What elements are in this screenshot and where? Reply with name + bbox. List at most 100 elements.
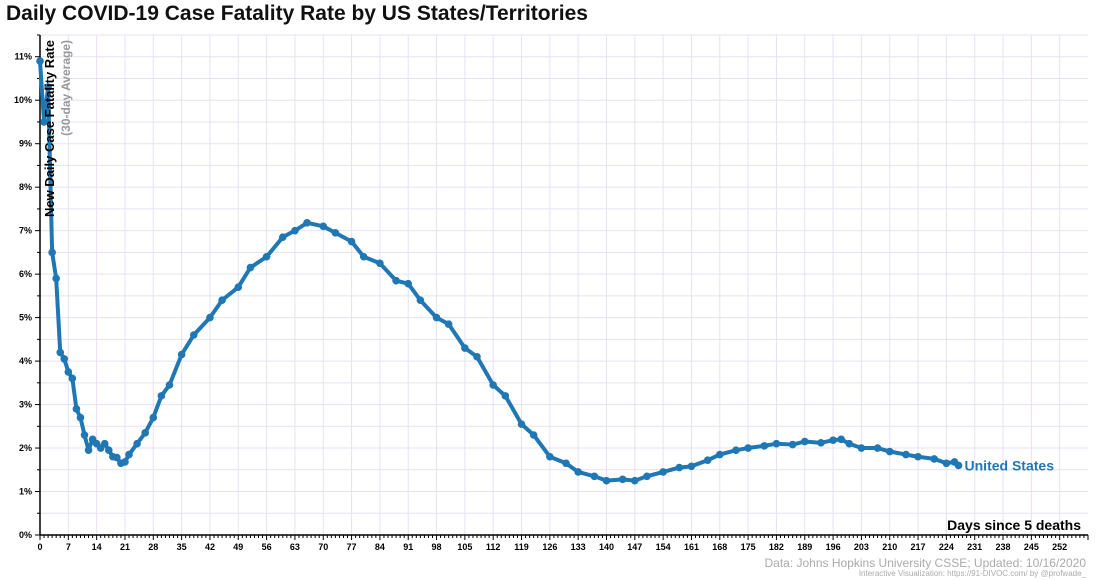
data-point[interactable] xyxy=(347,237,356,246)
x-tick-label: 126 xyxy=(542,542,557,552)
x-tick-label: 42 xyxy=(205,542,215,552)
x-tick-label: 84 xyxy=(375,542,385,552)
data-point[interactable] xyxy=(914,452,922,461)
y-tick-label: 5% xyxy=(19,313,32,323)
x-tick-label: 35 xyxy=(177,542,187,552)
data-point[interactable] xyxy=(744,444,752,452)
data-point[interactable] xyxy=(845,439,854,448)
data-point[interactable] xyxy=(432,313,441,322)
data-point[interactable] xyxy=(760,442,769,450)
data-point[interactable] xyxy=(715,450,724,459)
data-point[interactable] xyxy=(546,452,554,461)
data-point[interactable] xyxy=(40,118,48,126)
y-tick-label: 11% xyxy=(14,52,32,62)
data-point[interactable] xyxy=(404,279,413,288)
data-point[interactable] xyxy=(687,462,696,471)
data-point[interactable] xyxy=(121,458,129,466)
data-point[interactable] xyxy=(291,226,299,235)
data-point[interactable] xyxy=(177,350,186,359)
data-point[interactable] xyxy=(643,472,651,481)
data-point[interactable] xyxy=(703,456,712,465)
data-point[interactable] xyxy=(529,431,538,439)
data-point[interactable] xyxy=(100,439,109,448)
data-point[interactable] xyxy=(262,252,271,261)
data-point[interactable] xyxy=(206,313,214,322)
data-point[interactable] xyxy=(732,446,740,455)
data-point[interactable] xyxy=(930,455,939,463)
data-point[interactable] xyxy=(141,429,150,437)
data-point[interactable] xyxy=(331,229,340,237)
y-tick-label: 7% xyxy=(19,226,32,236)
data-point[interactable] xyxy=(562,459,570,468)
x-tick-label: 105 xyxy=(457,542,472,552)
data-point[interactable] xyxy=(149,413,158,422)
data-point[interactable] xyxy=(113,453,121,462)
data-point[interactable] xyxy=(473,352,481,361)
data-point[interactable] xyxy=(618,475,627,484)
data-point[interactable] xyxy=(76,413,85,422)
x-tick-label: 63 xyxy=(290,542,300,552)
data-point[interactable] xyxy=(392,276,400,285)
data-point[interactable] xyxy=(659,468,667,476)
data-point[interactable] xyxy=(800,437,809,446)
data-point[interactable] xyxy=(246,263,255,272)
series-label[interactable]: United States xyxy=(965,457,1055,473)
series-line[interactable] xyxy=(38,59,961,483)
data-point[interactable] xyxy=(590,472,599,481)
data-point[interactable] xyxy=(444,320,453,328)
data-point[interactable] xyxy=(218,296,226,305)
data-point[interactable] xyxy=(359,252,368,261)
data-point[interactable] xyxy=(84,446,93,455)
data-point[interactable] xyxy=(125,450,133,459)
data-point[interactable] xyxy=(501,392,510,400)
data-point[interactable] xyxy=(72,405,81,413)
data-point[interactable] xyxy=(104,446,113,455)
data-point[interactable] xyxy=(80,431,89,439)
data-point[interactable] xyxy=(319,222,328,231)
data-point[interactable] xyxy=(942,459,951,468)
data-point[interactable] xyxy=(885,447,894,456)
data-point[interactable] xyxy=(837,435,845,444)
y-tick-label: 6% xyxy=(19,269,32,279)
x-tick-label: 168 xyxy=(712,542,727,552)
data-point[interactable] xyxy=(954,461,963,470)
x-tick-label: 0 xyxy=(37,542,42,552)
data-point[interactable] xyxy=(416,296,425,305)
data-point[interactable] xyxy=(56,348,65,357)
data-point[interactable] xyxy=(817,439,825,447)
data-point[interactable] xyxy=(278,233,287,241)
data-point[interactable] xyxy=(376,259,384,268)
data-point[interactable] xyxy=(133,439,141,448)
data-point[interactable] xyxy=(165,381,174,389)
data-point[interactable] xyxy=(36,57,44,65)
data-point[interactable] xyxy=(157,392,166,400)
data-point[interactable] xyxy=(60,355,69,363)
data-point[interactable] xyxy=(829,436,837,445)
data-point[interactable] xyxy=(602,476,611,485)
data-point[interactable] xyxy=(675,463,684,472)
data-point[interactable] xyxy=(52,274,60,283)
data-point[interactable] xyxy=(64,368,73,376)
x-tick-label: 245 xyxy=(1024,542,1039,552)
data-point[interactable] xyxy=(48,248,56,257)
data-point[interactable] xyxy=(303,219,311,227)
x-tick-label: 154 xyxy=(656,542,671,552)
data-point[interactable] xyxy=(788,440,797,449)
x-tick-label: 133 xyxy=(571,542,586,552)
data-point[interactable] xyxy=(902,450,910,459)
data-point[interactable] xyxy=(574,468,582,476)
data-point[interactable] xyxy=(873,444,882,452)
data-point[interactable] xyxy=(234,283,243,291)
data-point[interactable] xyxy=(489,381,497,389)
data-point[interactable] xyxy=(461,344,469,352)
data-point[interactable] xyxy=(44,83,52,91)
data-point[interactable] xyxy=(189,331,198,339)
data-point[interactable] xyxy=(631,476,639,485)
series-layer[interactable] xyxy=(36,57,963,485)
data-point[interactable] xyxy=(517,420,526,428)
data-point[interactable] xyxy=(68,374,77,383)
data-point[interactable] xyxy=(857,444,866,452)
data-point[interactable] xyxy=(772,439,781,448)
y-tick-label: 1% xyxy=(19,487,32,497)
